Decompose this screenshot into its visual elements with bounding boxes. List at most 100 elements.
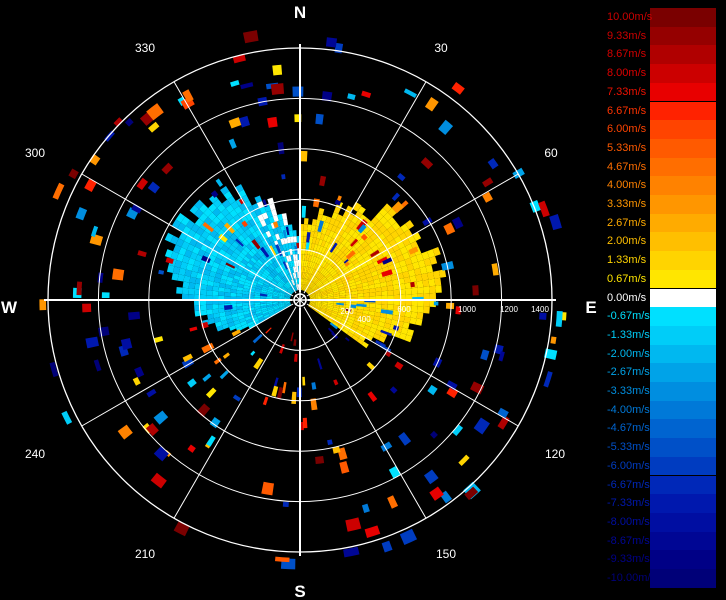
azimuth-label-150: 150 — [436, 547, 456, 561]
echo-cell — [294, 272, 297, 279]
echo-cell — [284, 297, 291, 299]
echo-cell — [472, 285, 479, 296]
range-tick-labels: 200 400 600 1000 1200 1400 — [340, 305, 549, 324]
echo-cell — [272, 214, 279, 223]
echo-cell — [370, 270, 378, 277]
echo-cell — [295, 254, 298, 261]
echo-cell — [270, 209, 278, 217]
colorbar-entry: -10.00m/s — [600, 569, 726, 588]
echo-cell — [285, 226, 290, 236]
echo-cell — [314, 306, 321, 310]
echo-cell — [262, 271, 269, 277]
echo-cell — [317, 358, 323, 370]
echo-cell — [342, 328, 349, 335]
echo-cell — [273, 268, 279, 275]
echo-cell — [304, 285, 308, 292]
echo-cell — [306, 273, 311, 280]
echo-cell — [301, 260, 305, 267]
echo-cell — [362, 328, 370, 335]
colorbar-label: 9.33m/s — [607, 29, 647, 42]
echo-cell — [386, 313, 393, 320]
echo-cell — [171, 272, 179, 281]
echo-cell — [337, 221, 344, 229]
echo-cell — [295, 284, 298, 291]
echo-cell — [415, 253, 424, 262]
echo-cell — [344, 218, 352, 227]
echo-cell — [240, 82, 254, 90]
echo-cell — [307, 288, 312, 294]
echo-cell — [236, 293, 243, 297]
echo-cell — [296, 284, 299, 291]
echo-cell — [192, 246, 201, 255]
echo-cell — [279, 343, 285, 354]
echo-cell — [186, 243, 195, 253]
echo-cell — [278, 297, 285, 300]
echo-cell — [218, 291, 225, 297]
echo-cell — [331, 271, 338, 277]
echo-cell — [310, 255, 315, 262]
colorbar-label: 3.33m/s — [607, 198, 647, 210]
echo-cell — [272, 302, 279, 305]
echo-cell — [339, 306, 346, 310]
echo-cell — [254, 306, 261, 310]
echo-cell — [233, 222, 241, 231]
echo-cell — [301, 205, 307, 218]
echo-cell — [381, 295, 388, 300]
azimuth-spoke — [173, 306, 297, 519]
echo-cell — [287, 267, 292, 274]
echo-cell — [258, 234, 265, 242]
echo-cell — [338, 228, 345, 237]
echo-cell — [262, 396, 269, 406]
colorbar-entry: -6.67m/s — [600, 475, 726, 495]
echo-cell — [211, 237, 220, 246]
echo-cell — [251, 239, 261, 250]
range-tick-label: 400 — [357, 315, 371, 324]
echo-cell — [303, 284, 306, 291]
echo-cell — [405, 220, 415, 230]
echo-cell — [327, 327, 335, 334]
echo-cell — [194, 218, 204, 228]
echo-cell — [288, 255, 292, 262]
echo-cell — [320, 307, 327, 312]
echo-cell — [230, 310, 238, 315]
echo-cell — [326, 265, 333, 272]
echo-cell — [550, 336, 557, 344]
echo-cell — [277, 259, 282, 266]
echo-cell — [207, 280, 214, 287]
echo-cell — [201, 255, 211, 264]
echo-cell — [231, 329, 241, 337]
echo-cell — [236, 255, 244, 262]
echo-cell — [248, 271, 255, 277]
colorbar-swatch — [650, 475, 716, 495]
echo-cell — [451, 216, 464, 230]
echo-cell — [329, 242, 338, 253]
echo-cell — [325, 37, 338, 48]
echo-cell — [270, 281, 277, 286]
echo-cell — [345, 337, 350, 342]
echo-cell — [391, 279, 399, 286]
echo-cell — [308, 290, 314, 295]
echo-cell — [314, 270, 319, 277]
echo-cell — [342, 281, 350, 286]
echo-cell — [322, 234, 329, 242]
echo-cell — [336, 250, 343, 257]
echo-cell — [259, 206, 267, 215]
echo-cell — [368, 310, 376, 316]
echo-cell — [321, 295, 328, 298]
echo-cell — [317, 273, 323, 280]
colorbar-swatch — [650, 419, 716, 439]
echo-cell — [254, 292, 261, 296]
echo-cell — [321, 91, 333, 102]
echo-cell — [226, 248, 234, 256]
echo-cell — [309, 282, 314, 288]
echo-cell — [295, 284, 298, 291]
echo-cell — [314, 250, 319, 258]
echo-cell — [446, 386, 459, 399]
echo-cell — [302, 242, 307, 249]
echo-cell — [260, 219, 267, 227]
echo-cell — [188, 294, 195, 300]
colorbar-entry: 1.33m/s — [600, 251, 726, 270]
echo-cell — [194, 300, 201, 306]
echo-cell — [194, 208, 204, 219]
echo-cell — [237, 234, 246, 243]
